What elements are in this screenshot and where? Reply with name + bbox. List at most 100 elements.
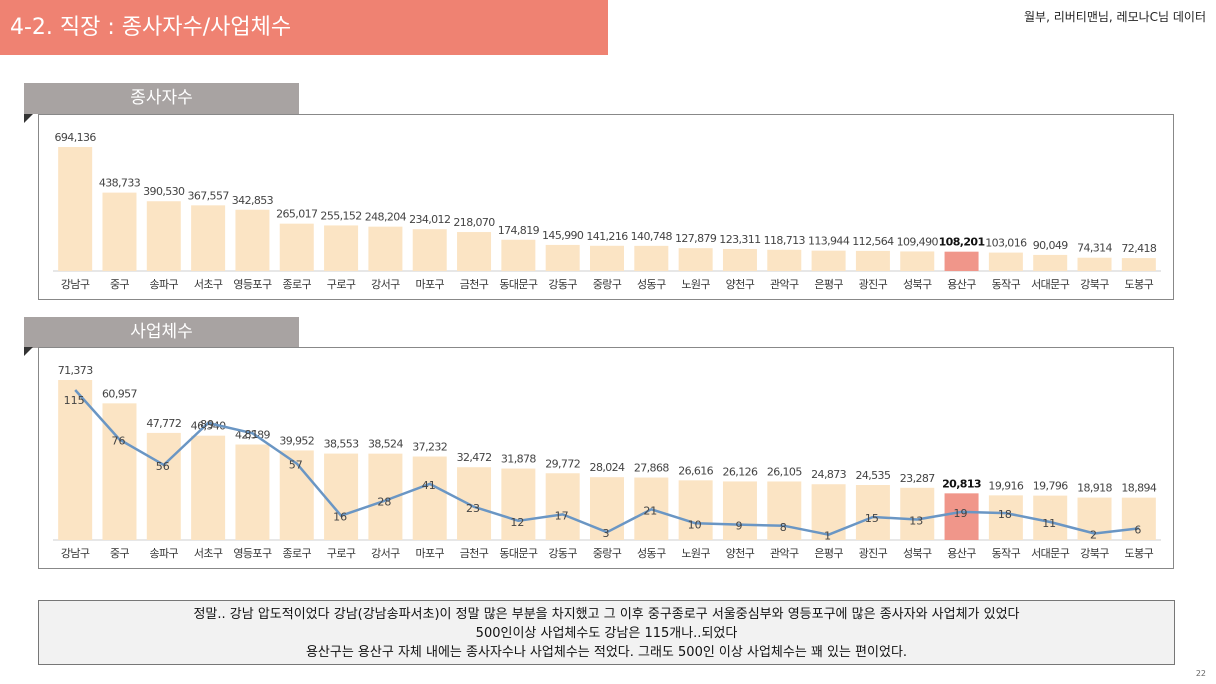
chart1-bar-21 xyxy=(988,495,1023,540)
section-corner-businesses xyxy=(24,347,33,356)
chart1-category-label-23: 강북구 xyxy=(1080,547,1109,560)
chart1-category-label-8: 마포구 xyxy=(415,547,444,560)
chart0-bar-4 xyxy=(235,209,270,271)
chart0-bar-22 xyxy=(1033,254,1068,271)
chart1-value-label-15: 26,126 xyxy=(723,465,758,478)
chart1-line-label-3: 89 xyxy=(200,418,214,431)
chart0-value-label-16: 118,713 xyxy=(764,234,806,247)
chart1-value-label-24: 18,894 xyxy=(1121,482,1156,495)
chart0-value-label-13: 140,748 xyxy=(631,230,673,243)
chart0-category-label-14: 노원구 xyxy=(681,278,710,291)
chart0-value-label-4: 342,853 xyxy=(232,194,274,207)
chart1-line-label-16: 8 xyxy=(780,521,787,534)
employees-chart-svg: 694,136 강남구 438,733 중구 390,530 송파구 367,557 서초구 3… xyxy=(53,131,1161,291)
chart0-category-label-18: 광진구 xyxy=(859,278,888,291)
chart0-value-label-5: 265,017 xyxy=(276,208,318,221)
chart1-line-label-22: 11 xyxy=(1042,517,1056,530)
chart0-category-label-23: 강북구 xyxy=(1080,278,1109,291)
page-number: 22 xyxy=(1195,669,1206,678)
chart1-category-label-17: 은평구 xyxy=(814,547,843,560)
chart1-value-label-23: 18,918 xyxy=(1077,482,1112,495)
employees-chart: 694,136 강남구 438,733 중구 390,530 송파구 367,557 서초구 3… xyxy=(38,114,1174,300)
chart0-value-label-8: 234,012 xyxy=(409,213,450,226)
chart0-bar-6 xyxy=(324,225,359,271)
chart1-value-label-0: 71,373 xyxy=(58,364,93,377)
chart1-value-label-8: 37,232 xyxy=(412,441,447,454)
chart0-category-label-12: 중랑구 xyxy=(593,278,622,291)
chart1-value-label-11: 29,772 xyxy=(545,457,580,470)
chart1-value-label-19: 23,287 xyxy=(900,472,935,485)
chart1-line-label-5: 57 xyxy=(289,459,303,472)
chart1-value-label-10: 31,878 xyxy=(501,453,536,466)
chart0-bar-11 xyxy=(545,244,580,271)
chart1-bar-16 xyxy=(767,481,802,540)
chart1-line-label-14: 10 xyxy=(688,518,702,531)
chart0-value-label-23: 74,314 xyxy=(1077,242,1112,255)
chart1-value-label-18: 24,535 xyxy=(855,469,890,482)
chart0-value-label-19: 109,490 xyxy=(897,235,939,248)
chart1-line-label-1: 76 xyxy=(111,435,125,448)
chart1-category-label-14: 노원구 xyxy=(681,547,710,560)
chart1-line-label-9: 23 xyxy=(466,502,480,515)
chart0-value-label-11: 145,990 xyxy=(542,229,584,242)
chart1-value-label-6: 38,553 xyxy=(324,438,359,451)
chart1-line-label-0: 115 xyxy=(64,394,85,407)
chart1-category-label-20: 용산구 xyxy=(947,547,976,560)
chart1-category-label-0: 강남구 xyxy=(61,547,90,560)
chart0-bar-12 xyxy=(590,245,624,271)
chart1-category-label-22: 서대문구 xyxy=(1031,547,1070,560)
chart1-category-label-24: 도봉구 xyxy=(1125,547,1154,560)
chart1-category-label-2: 송파구 xyxy=(150,547,179,560)
chart1-line-label-8: 41 xyxy=(422,479,436,492)
chart0-value-label-18: 112,564 xyxy=(852,235,894,248)
chart1-category-label-10: 동대문구 xyxy=(499,547,538,560)
chart1-bar-2 xyxy=(146,432,181,540)
chart1-bar-10 xyxy=(501,468,536,540)
chart0-bar-2 xyxy=(146,201,181,271)
chart0-value-label-9: 218,070 xyxy=(453,216,495,229)
chart0-category-label-6: 구로구 xyxy=(327,278,356,291)
chart0-bar-0 xyxy=(58,147,93,271)
businesses-chart: 71,373 강남구 60,957 중구 47,772 송파구 46,540 서초구 42,58… xyxy=(38,347,1174,569)
chart0-value-label-17: 113,944 xyxy=(808,235,850,248)
chart0-bar-13 xyxy=(634,245,669,271)
page-title: 4-2. 직장 : 종사자수/사업체수 xyxy=(0,0,608,55)
chart1-category-label-15: 양천구 xyxy=(726,546,755,560)
chart0-category-label-15: 양천구 xyxy=(726,277,755,291)
chart1-bar-22 xyxy=(1033,495,1068,540)
chart1-line-label-13: 21 xyxy=(643,504,657,517)
chart0-category-label-21: 동작구 xyxy=(992,278,1021,291)
chart0-bar-23 xyxy=(1077,257,1112,271)
chart0-category-label-2: 송파구 xyxy=(150,278,179,291)
chart1-line-label-12: 3 xyxy=(603,527,610,540)
chart0-value-label-14: 127,879 xyxy=(675,232,717,245)
chart1-bar-6 xyxy=(324,453,359,540)
chart1-line-label-19: 13 xyxy=(909,514,923,527)
chart0-bar-20 xyxy=(944,251,979,271)
chart1-line-label-21: 18 xyxy=(998,508,1012,521)
chart0-bar-5 xyxy=(279,223,314,271)
chart0-category-label-1: 중구 xyxy=(110,278,130,291)
chart1-category-label-16: 관악구 xyxy=(770,547,799,560)
chart0-bar-19 xyxy=(900,251,935,271)
chart1-line-label-18: 15 xyxy=(865,512,879,525)
chart0-bar-17 xyxy=(811,250,846,271)
chart0-bar-24 xyxy=(1121,258,1156,271)
chart0-category-label-17: 은평구 xyxy=(814,278,843,291)
chart0-category-label-13: 성동구 xyxy=(637,278,666,291)
chart0-bar-15 xyxy=(722,248,757,271)
chart0-value-label-3: 367,557 xyxy=(187,189,229,202)
chart1-category-label-13: 성동구 xyxy=(637,547,666,560)
chart1-line-label-10: 12 xyxy=(510,516,524,529)
chart1-bar-15 xyxy=(722,481,757,540)
chart1-line-series xyxy=(74,389,1139,536)
chart1-bar-24 xyxy=(1121,497,1156,540)
chart1-line-label-17: 1 xyxy=(824,530,831,543)
chart1-category-label-5: 종로구 xyxy=(282,547,311,560)
chart0-bar-21 xyxy=(988,252,1023,271)
chart1-category-label-7: 강서구 xyxy=(371,547,400,560)
chart0-category-label-3: 서초구 xyxy=(194,278,223,291)
chart0-value-label-15: 123,311 xyxy=(719,233,760,246)
chart0-value-label-22: 90,049 xyxy=(1033,239,1068,252)
chart1-value-label-14: 26,616 xyxy=(678,464,713,477)
